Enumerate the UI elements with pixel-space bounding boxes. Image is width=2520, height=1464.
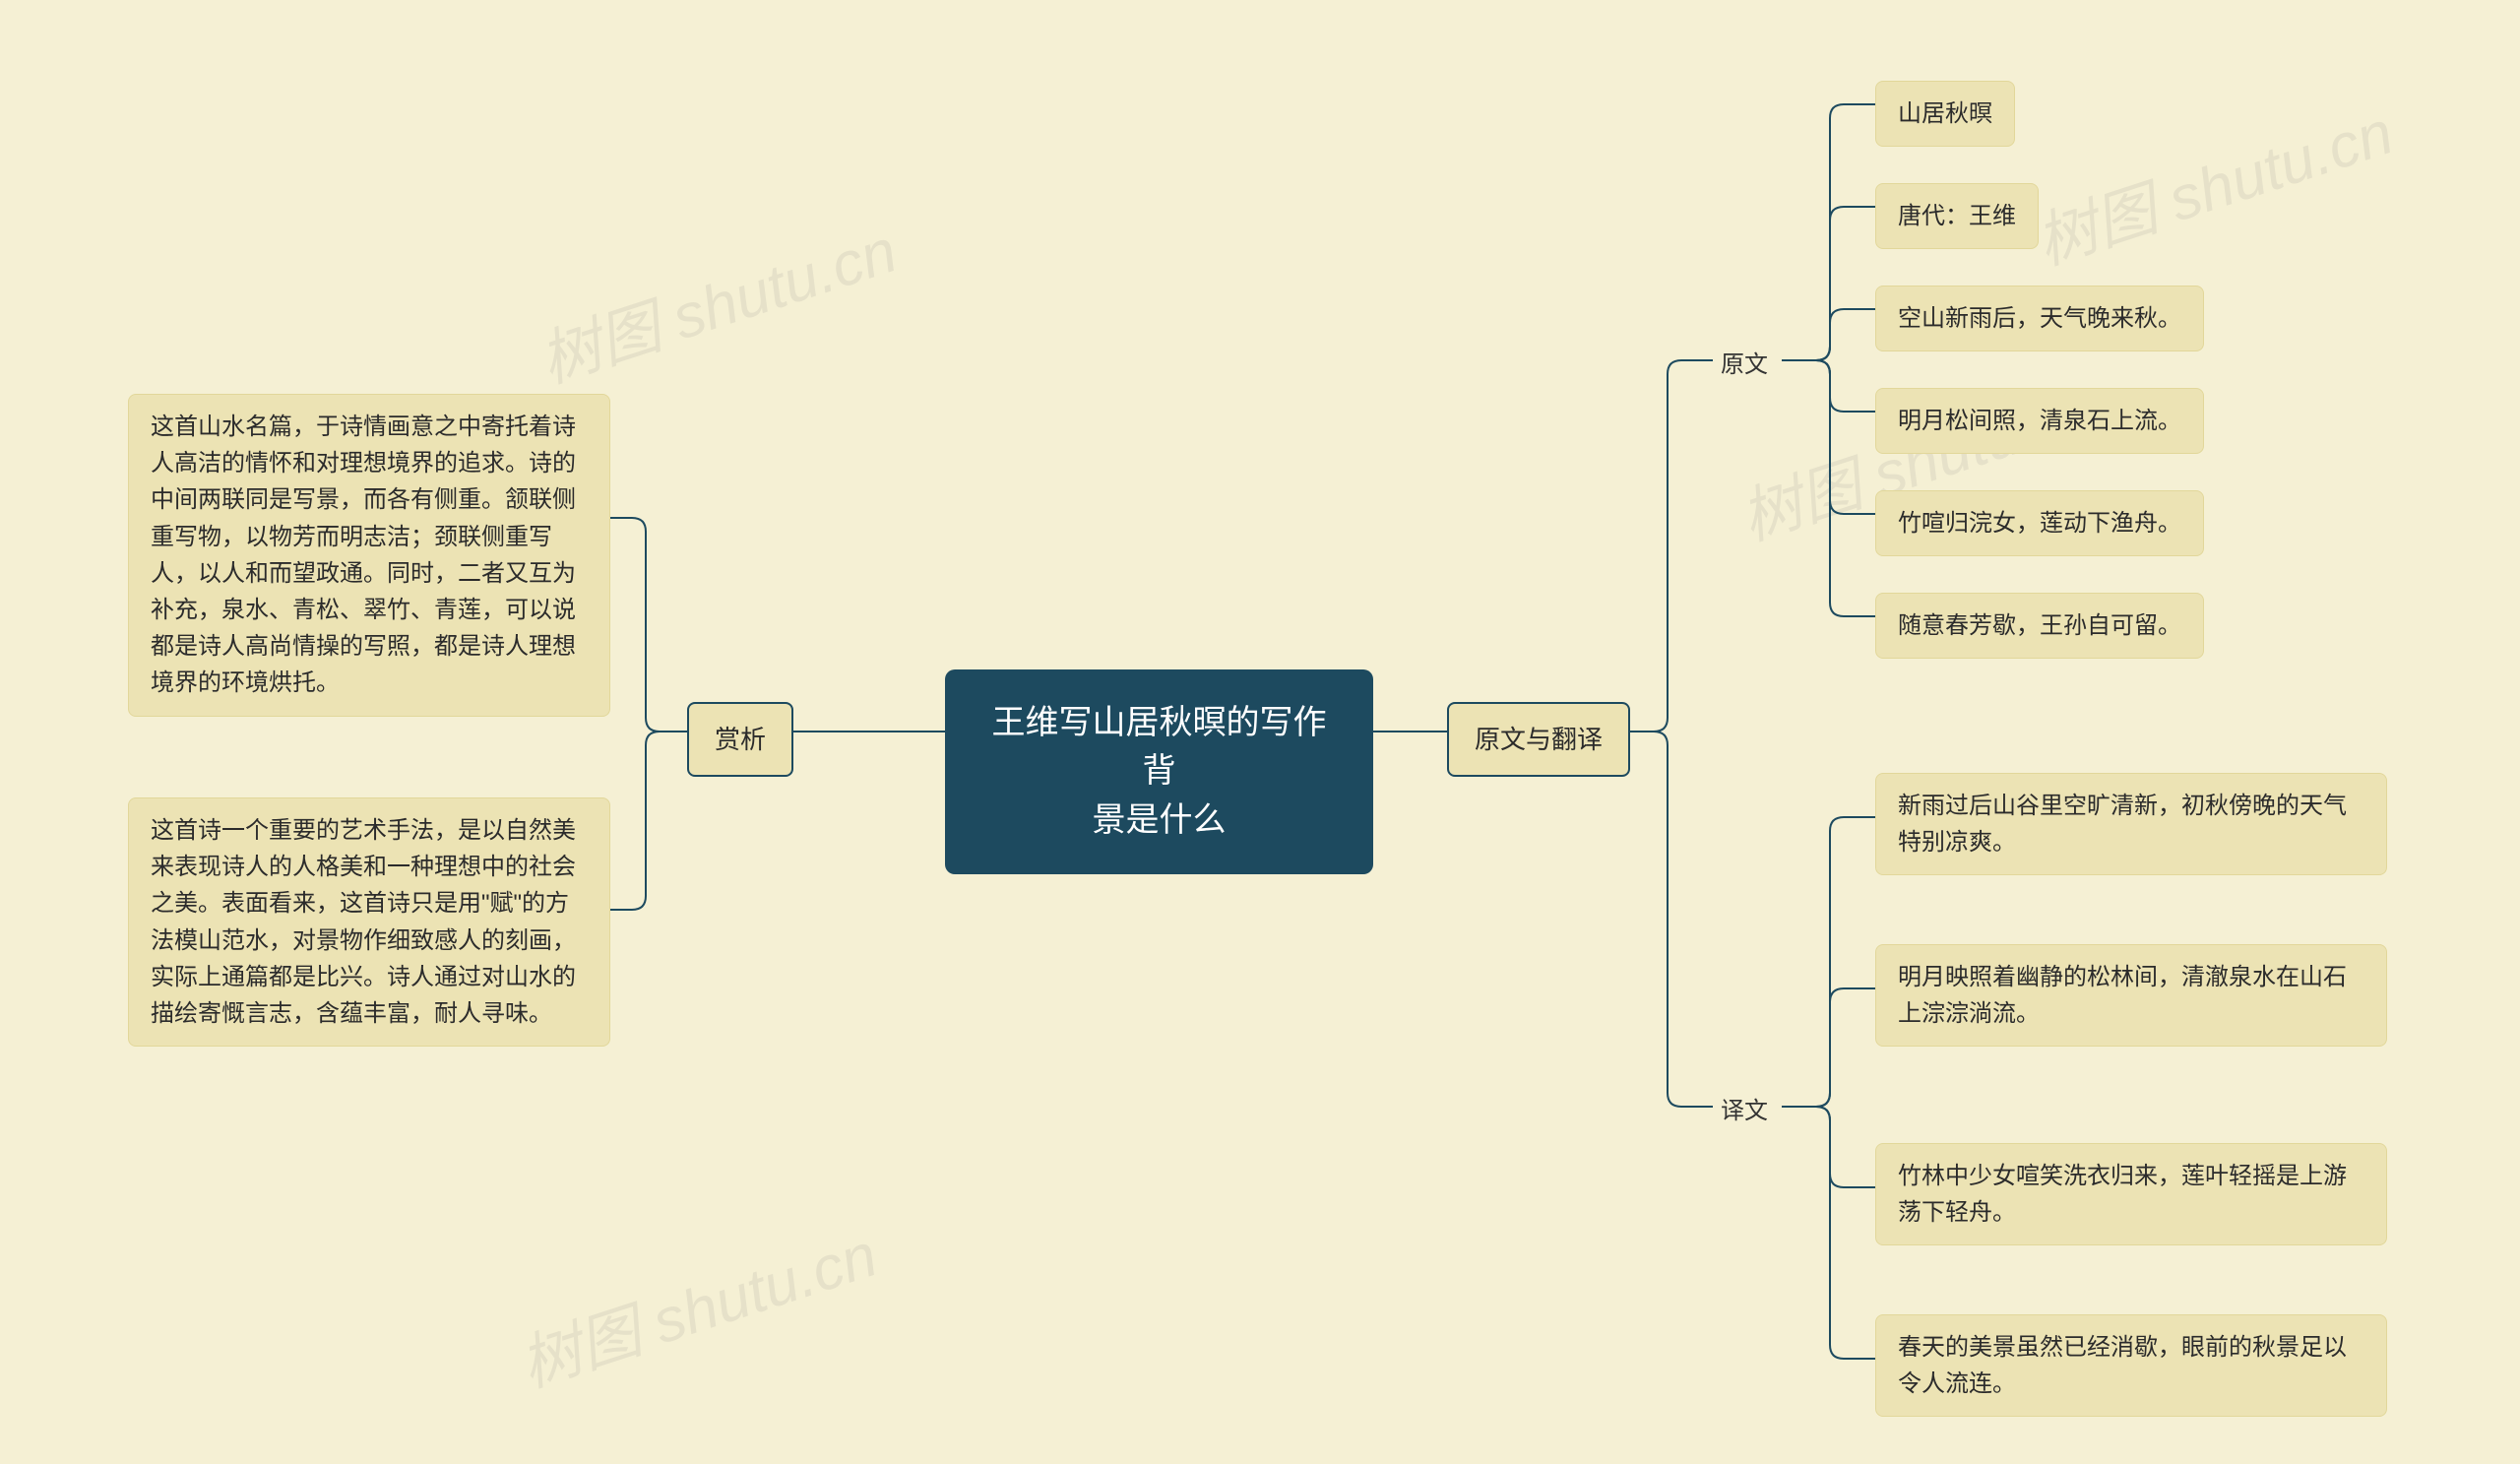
- root-line1: 王维写山居秋暝的写作背: [992, 704, 1327, 790]
- left-leaf-0: 这首山水名篇，于诗情画意之中寄托着诗人高洁的情怀和对理想境界的追求。诗的中间两联…: [128, 394, 610, 717]
- watermark: 树图 shutu.cn: [2023, 83, 2402, 282]
- sub-yuanwen: 原文: [1713, 343, 1776, 387]
- yuanwen-leaf-5: 随意春芳歇，王孙自可留。: [1875, 593, 2204, 659]
- branch-right-label: 原文与翻译: [1475, 725, 1603, 754]
- yuanwen-leaf-4: 竹喧归浣女，莲动下渔舟。: [1875, 490, 2204, 556]
- yuanwen-leaf-3: 明月松间照，清泉石上流。: [1875, 388, 2204, 454]
- sub-yiwen: 译文: [1713, 1089, 1776, 1133]
- yuanwen-leaf-0: 山居秋暝: [1875, 81, 2015, 147]
- yiwen-leaf-2: 竹林中少女喧笑洗衣归来，莲叶轻摇是上游荡下轻舟。: [1875, 1143, 2387, 1245]
- left-leaf-1: 这首诗一个重要的艺术手法，是以自然美来表现诗人的人格美和一种理想中的社会之美。表…: [128, 797, 610, 1047]
- yuanwen-leaf-1: 唐代：王维: [1875, 183, 2039, 249]
- watermark: 树图 shutu.cn: [527, 201, 906, 400]
- yiwen-leaf-3: 春天的美景虽然已经消歇，眼前的秋景足以令人流连。: [1875, 1314, 2387, 1417]
- branch-left-label: 赏析: [715, 725, 766, 754]
- watermark: 树图 shutu.cn: [507, 1205, 886, 1404]
- yuanwen-leaf-2: 空山新雨后，天气晚来秋。: [1875, 286, 2204, 351]
- root-node: 王维写山居秋暝的写作背 景是什么: [945, 669, 1373, 874]
- yiwen-leaf-0: 新雨过后山谷里空旷清新，初秋傍晚的天气特别凉爽。: [1875, 773, 2387, 875]
- root-line2: 景是什么: [1093, 801, 1227, 839]
- yiwen-leaf-1: 明月映照着幽静的松林间，清澈泉水在山石上淙淙淌流。: [1875, 944, 2387, 1047]
- branch-left: 赏析: [687, 702, 793, 777]
- branch-right: 原文与翻译: [1447, 702, 1630, 777]
